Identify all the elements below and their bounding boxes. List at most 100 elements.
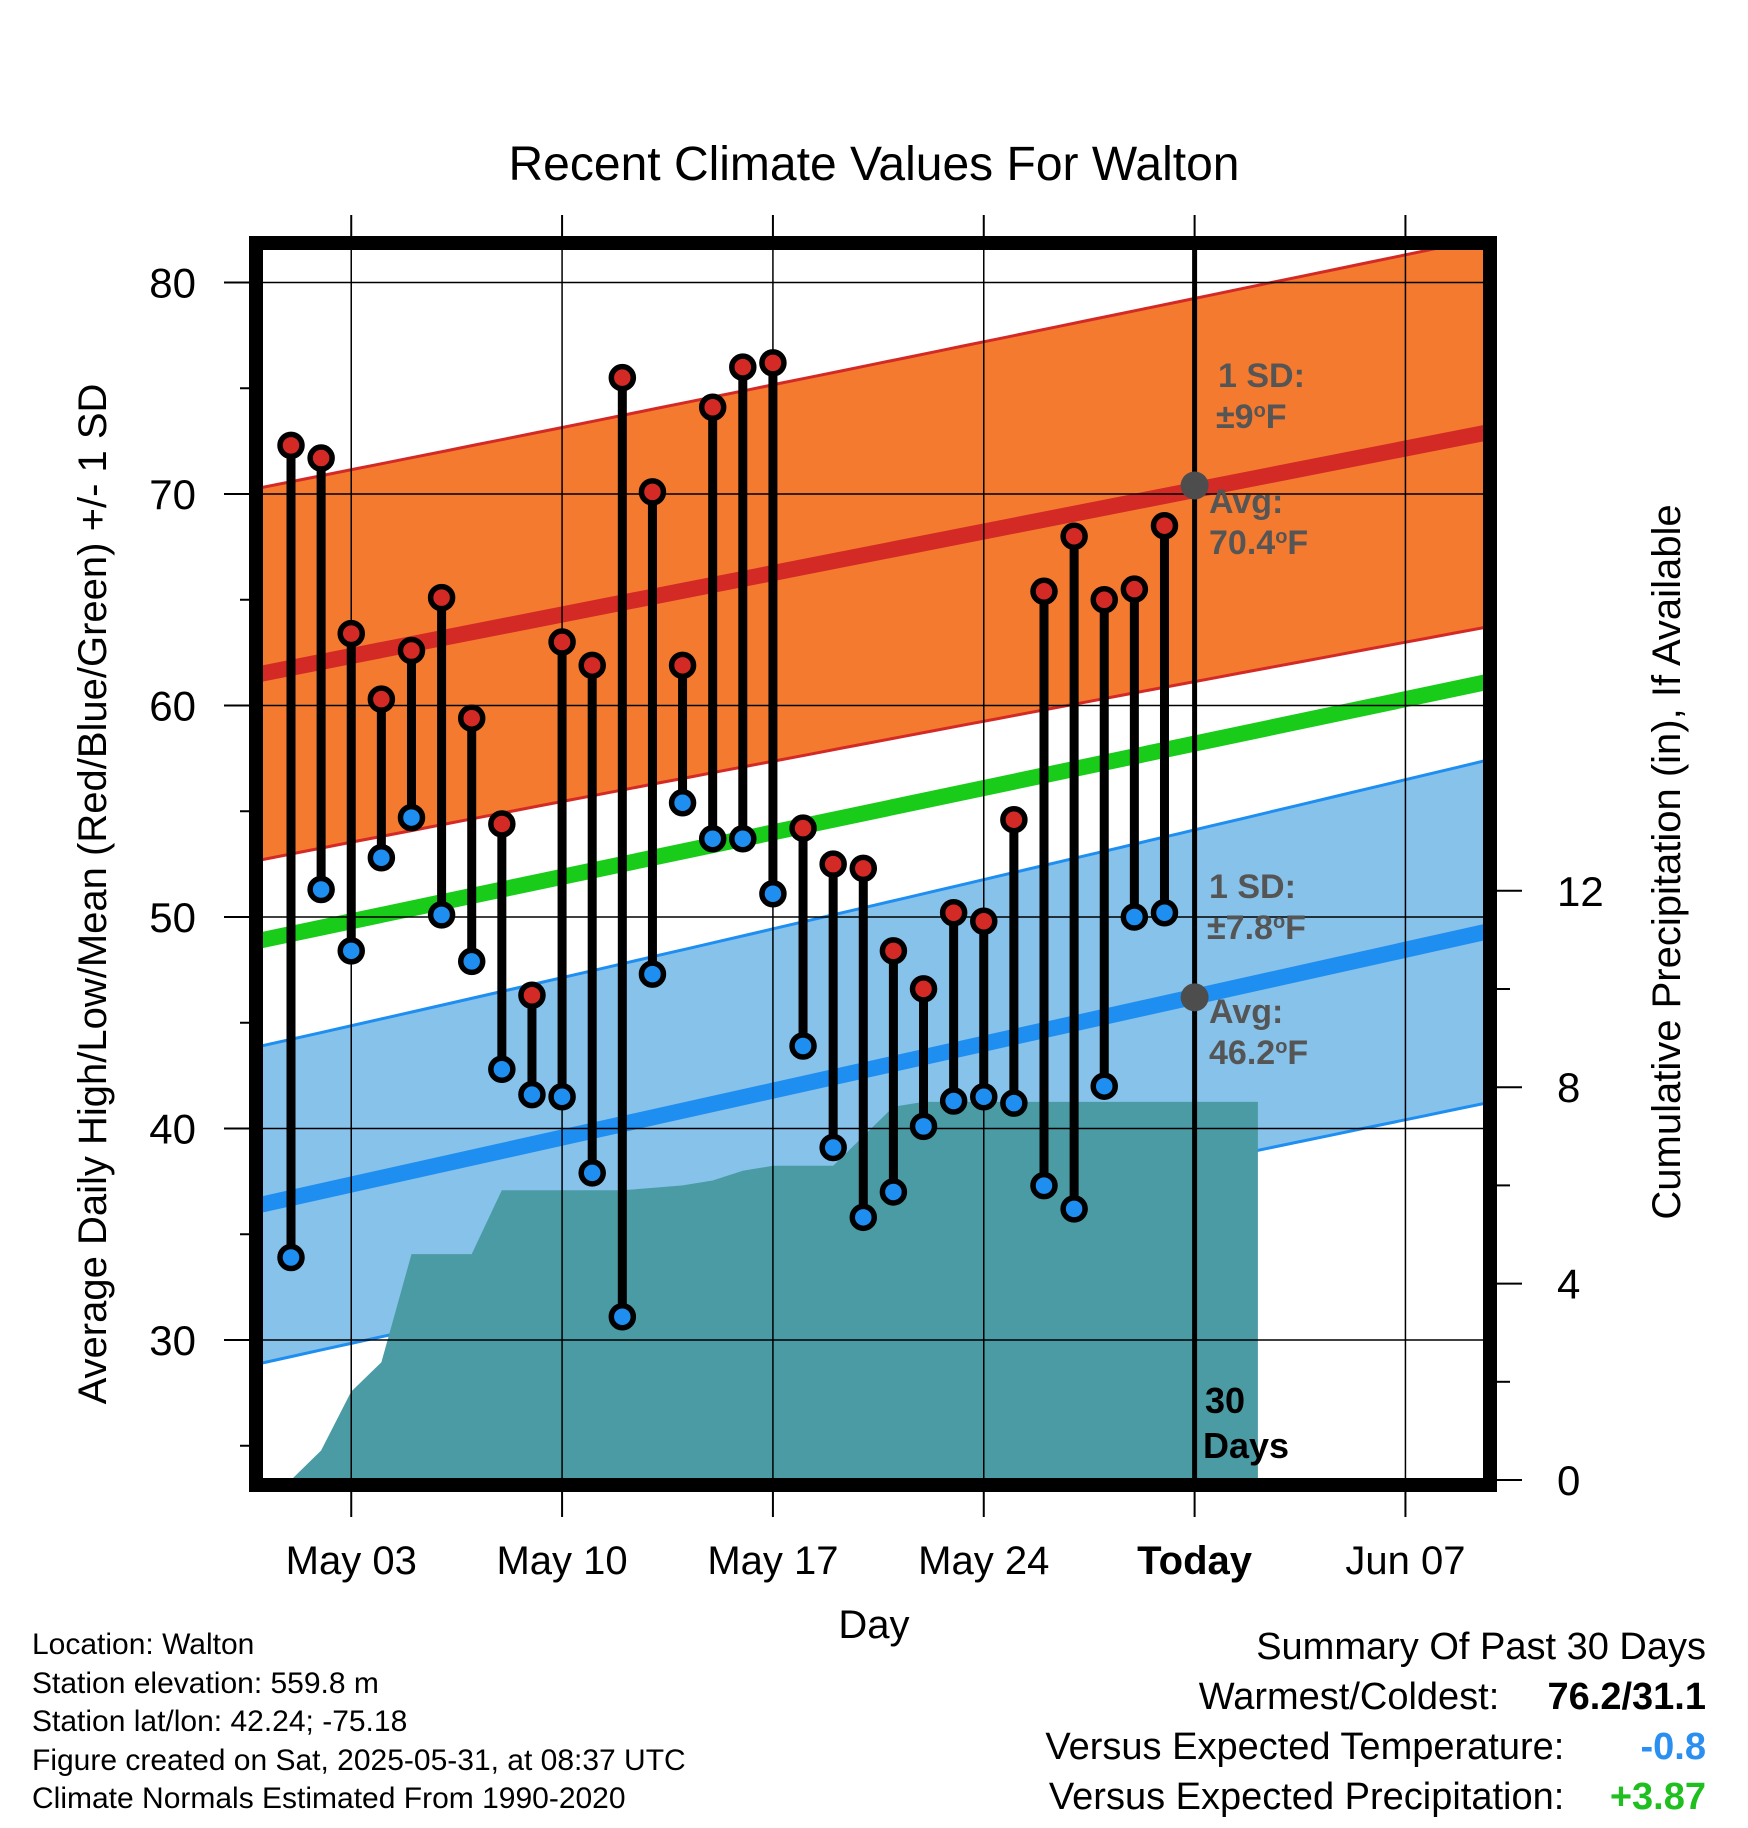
high-point xyxy=(939,899,968,927)
high-point xyxy=(457,704,486,732)
high-point xyxy=(518,981,546,1010)
high-point xyxy=(488,810,516,838)
low-point xyxy=(1090,1072,1118,1100)
low-sd-upper-line xyxy=(261,759,1486,1048)
high-avg-today-marker xyxy=(1180,471,1209,500)
high-point xyxy=(698,393,727,422)
low-point xyxy=(337,937,365,965)
low-point xyxy=(488,1055,516,1084)
chart-title: Recent Climate Values For Walton xyxy=(509,138,1240,191)
high-point xyxy=(1030,577,1058,606)
station-info: Location: Walton Station elevation: 559.… xyxy=(32,1626,686,1819)
x-axis-label: Day xyxy=(838,1603,909,1647)
high-point xyxy=(397,636,426,665)
low-point xyxy=(1150,899,1179,927)
low-point xyxy=(1000,1089,1028,1117)
x-tick-label: Today xyxy=(1137,1539,1253,1583)
low-point xyxy=(578,1159,606,1187)
low-point xyxy=(698,824,727,853)
high-point xyxy=(849,854,878,883)
days-number: 30 xyxy=(1205,1380,1245,1421)
created-text: Figure created on Sat, 2025-05-31, at 08… xyxy=(32,1743,686,1777)
high-point xyxy=(1120,575,1149,603)
low-point xyxy=(668,789,697,817)
high-point xyxy=(367,685,396,713)
low-point xyxy=(1060,1195,1088,1223)
low-point xyxy=(879,1178,908,1206)
y-axis-label-right: Cumulative Precipitation (in), If Availa… xyxy=(1645,504,1689,1219)
precip-row: Versus Expected Precipitation: +3.87 xyxy=(1045,1772,1706,1822)
high-sd-upper-line xyxy=(261,247,1451,490)
high-sd-value: ±9oF xyxy=(1216,398,1287,436)
low-point xyxy=(457,947,486,976)
low-point xyxy=(427,901,456,929)
high-point xyxy=(970,907,998,935)
high-point xyxy=(729,353,757,381)
high-avg-value: 70.4oF xyxy=(1209,524,1308,562)
low-point xyxy=(729,824,757,853)
high-point xyxy=(548,628,576,656)
high-point xyxy=(1090,586,1118,614)
high-point xyxy=(427,583,456,612)
y-tick-label: 30 xyxy=(149,1317,196,1364)
plot-area: 30 40 50 60 70 80 0 4 8 12 May 03 May 10 May 17 May 2… xyxy=(149,215,1604,1583)
temp-value: -0.8 xyxy=(1640,1726,1706,1768)
high-point xyxy=(789,814,817,842)
high-point xyxy=(638,478,667,506)
y-tick-label: 80 xyxy=(149,260,196,307)
latlon-text: Station lat/lon: 42.24; -75.18 xyxy=(32,1705,408,1738)
low-sd-label: 1 SD: xyxy=(1209,868,1296,906)
x-tick-label: May 10 xyxy=(496,1539,627,1583)
low-point xyxy=(307,875,335,904)
high-point xyxy=(668,651,697,680)
x-tick-label: Jun 07 xyxy=(1345,1539,1465,1583)
high-avg-line xyxy=(261,424,1486,682)
plot-frame xyxy=(249,236,1497,1492)
y-tick-label: 60 xyxy=(149,683,196,730)
low-sd-value: ±7.8oF xyxy=(1207,909,1306,947)
low-point xyxy=(608,1302,637,1331)
low-avg-line xyxy=(261,923,1486,1213)
days-word: Days xyxy=(1203,1425,1289,1466)
high-point xyxy=(819,850,847,878)
low-point xyxy=(789,1032,817,1060)
low-point xyxy=(819,1133,847,1162)
location-text: Location: Walton xyxy=(32,1628,255,1661)
high-point xyxy=(1150,511,1179,540)
low-point xyxy=(759,879,787,908)
normals-text: Climate Normals Estimated From 1990-2020 xyxy=(32,1782,626,1815)
precip-value: +3.87 xyxy=(1609,1776,1706,1818)
summary-title: Summary Of Past 30 Days xyxy=(1256,1626,1706,1668)
high-avg-label: Avg: xyxy=(1209,483,1283,521)
low-point xyxy=(1120,903,1149,931)
y-right-tick-label: 8 xyxy=(1557,1064,1580,1111)
low-point xyxy=(397,803,426,832)
high-point xyxy=(1000,805,1028,834)
temp-label: Versus Expected Temperature: xyxy=(1045,1726,1565,1768)
high-sd-lower-line xyxy=(261,625,1486,862)
high-point xyxy=(277,431,305,460)
high-sd-label: 1 SD: xyxy=(1218,357,1305,395)
low-point xyxy=(548,1083,576,1111)
y-right-tick-label: 0 xyxy=(1557,1457,1580,1504)
precip-area xyxy=(291,1101,1258,1480)
warm-cold-label: Warmest/Coldest: xyxy=(1198,1676,1500,1718)
y-tick-label: 70 xyxy=(149,471,196,518)
low-point xyxy=(939,1087,968,1115)
y-axis-label-left: Average Daily High/Low/Mean (Red/Blue/Gr… xyxy=(71,384,115,1405)
low-point xyxy=(970,1083,998,1111)
warm-cold-row: Warmest/Coldest: 76.2/31.1 xyxy=(1045,1672,1706,1722)
x-tick-label: May 17 xyxy=(707,1539,838,1583)
high-point xyxy=(608,363,637,392)
high-point xyxy=(337,619,365,648)
low-point xyxy=(277,1243,305,1272)
summary-panel: Summary Of Past 30 Days Warmest/Coldest:… xyxy=(1045,1622,1706,1822)
high-point xyxy=(578,651,606,680)
high-point xyxy=(759,349,787,377)
x-tick-label: May 24 xyxy=(918,1539,1049,1583)
high-point xyxy=(909,975,938,1003)
low-point xyxy=(638,960,667,988)
warm-cold-value: 76.2/31.1 xyxy=(1547,1676,1706,1718)
low-point xyxy=(367,844,396,872)
